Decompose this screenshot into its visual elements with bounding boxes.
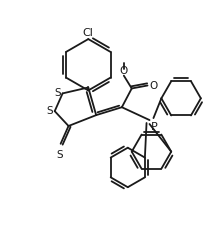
Text: Cl: Cl — [83, 28, 94, 38]
Text: S: S — [56, 149, 63, 159]
Text: S: S — [46, 106, 53, 116]
Text: S: S — [54, 88, 61, 98]
Text: P: P — [151, 122, 157, 132]
Text: O: O — [149, 81, 158, 91]
Text: O: O — [120, 65, 128, 75]
